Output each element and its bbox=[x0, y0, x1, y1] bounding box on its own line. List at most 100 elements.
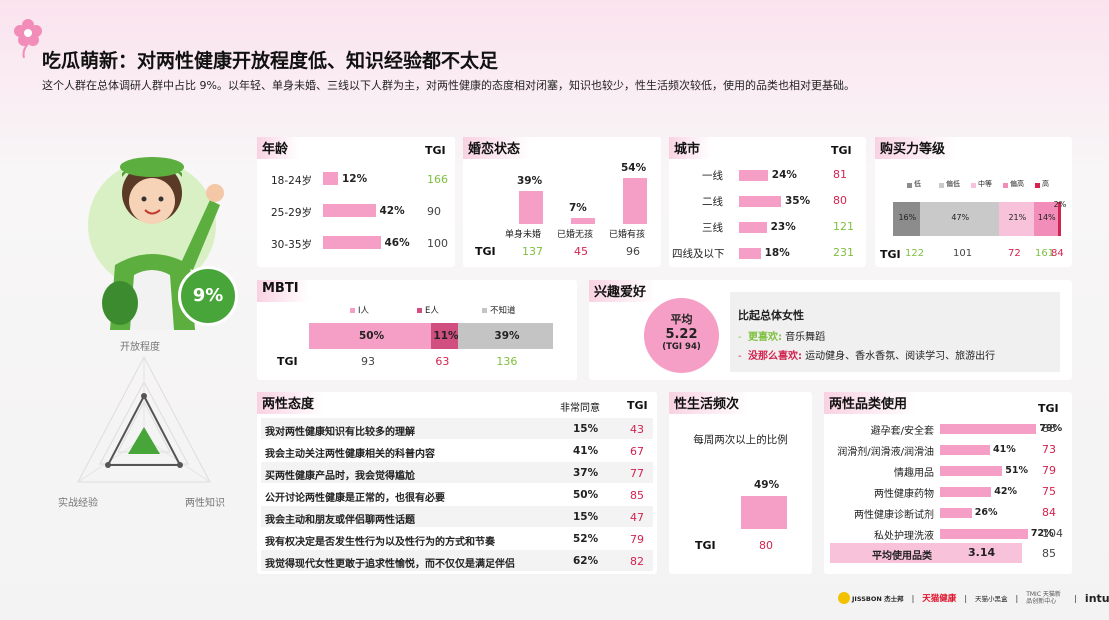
tmall-blackbox-logo: 天猫小黑盒 bbox=[975, 595, 1008, 603]
hobby-less-items: 运动健身、香水香氛、阅读学习、旅游出行 bbox=[805, 351, 996, 362]
attitude-row-text: 我对两性健康知识有比较多的理解 bbox=[265, 427, 415, 438]
city-row-value: 23% bbox=[770, 221, 796, 233]
purchase-tgi-header: TGI bbox=[880, 248, 901, 261]
city-row-value: 18% bbox=[764, 247, 790, 259]
category-row-value: 42% bbox=[994, 486, 1017, 497]
persona-share-badge: 9% bbox=[178, 266, 238, 326]
mbti-legend-swatch bbox=[482, 308, 487, 313]
mbti-legend-label: I人 bbox=[358, 306, 370, 316]
city-row-tgi: 231 bbox=[833, 246, 854, 259]
hobby-less-label: 没那么喜欢: bbox=[747, 351, 802, 362]
persona-share-value: 9% bbox=[192, 285, 224, 306]
age-bar bbox=[323, 172, 338, 185]
purchase-legend-swatch bbox=[1003, 183, 1008, 188]
mbti-legend-swatch bbox=[350, 308, 355, 313]
category-row-value: 72% bbox=[1030, 528, 1054, 539]
purchase-legend-swatch bbox=[1035, 183, 1040, 188]
intuivia-logo: intuivia bbox=[1084, 591, 1109, 605]
category-row-value: 79% bbox=[1039, 423, 1063, 434]
attitude-row-value: 62% bbox=[573, 555, 599, 567]
category-avg-label: 平均使用品类 bbox=[872, 551, 932, 562]
attitude-row bbox=[261, 418, 653, 439]
marital-col-value: 39% bbox=[517, 174, 543, 187]
age-row-value: 46% bbox=[384, 237, 410, 249]
purchase-title: 购买力等级 bbox=[875, 137, 956, 159]
purchase-legend-label: 高 bbox=[1042, 180, 1049, 188]
purchase-legend-swatch bbox=[907, 183, 912, 188]
marital-bar bbox=[571, 218, 595, 224]
frequency-tgi-header: TGI bbox=[695, 539, 716, 552]
mbti-segment-tgi: 136 bbox=[496, 355, 518, 368]
category-row-tgi: 88 bbox=[1042, 422, 1056, 435]
purchase-segment-tgi: 122 bbox=[905, 248, 925, 259]
category-row-tgi: 79 bbox=[1042, 464, 1056, 477]
category-row-label: 情趣用品 bbox=[894, 468, 934, 479]
attitude-row-text: 我觉得现代女性更敢于追求性愉悦，而不仅仅是满足伴侣 bbox=[265, 559, 515, 570]
hobby-card: 兴趣爱好 平均 5.22 (TGI 94) 比起总体女性 - 更喜欢: 音乐舞蹈… bbox=[589, 280, 1072, 380]
purchase-legend-swatch bbox=[971, 183, 976, 188]
city-row-label: 三线 bbox=[702, 222, 723, 234]
attitude-row bbox=[261, 484, 653, 505]
age-row-value: 42% bbox=[379, 205, 405, 217]
category-bar bbox=[940, 529, 1028, 539]
attitude-row-text: 我会主动关注两性健康相关的科普内容 bbox=[265, 449, 435, 460]
tmic-logo: TMIC 天猫新品创新中心 bbox=[1026, 591, 1061, 605]
hobby-more-row: - 更喜欢: 音乐舞蹈 bbox=[738, 332, 826, 343]
age-bar bbox=[323, 236, 381, 249]
city-row-tgi: 81 bbox=[833, 168, 847, 181]
category-row-tgi: 104 bbox=[1042, 527, 1063, 540]
attitude-row-value: 52% bbox=[573, 533, 599, 545]
hobby-less-row: - 没那么喜欢: 运动健身、香水香氛、阅读学习、旅游出行 bbox=[738, 351, 996, 362]
city-row-value: 35% bbox=[785, 195, 811, 207]
purchase-legend-label: 偏低 bbox=[946, 180, 960, 188]
page-subtitle: 这个人群在总体调研人群中占比 9%。以年轻、单身未婚、三线以下人群为主，对两性健… bbox=[42, 79, 855, 92]
attitude-card: 两性态度 非常同意 TGI 我对两性健康知识有比较多的理解 15% 43 我会主动关注… bbox=[257, 392, 657, 574]
purchase-segment bbox=[893, 202, 920, 236]
frequency-subtitle: 每周两次以上的比例 bbox=[693, 434, 788, 446]
attitude-row-text: 买两性健康产品时，我会觉得尴尬 bbox=[265, 471, 415, 482]
city-row-label: 一线 bbox=[702, 170, 723, 182]
attitude-row-text: 公开讨论两性健康是正常的，也很有必要 bbox=[265, 493, 445, 504]
age-row-tgi: 100 bbox=[427, 237, 448, 250]
category-row-label: 两性健康诊断试剂 bbox=[854, 510, 934, 521]
attitude-row-value: 15% bbox=[573, 511, 599, 523]
attitude-row bbox=[261, 462, 653, 483]
purchase-segment-value: 14% bbox=[1037, 213, 1056, 222]
city-bar bbox=[739, 248, 761, 259]
marital-col-tgi: 137 bbox=[522, 245, 543, 258]
radar-label-experience: 实战经验 bbox=[58, 498, 98, 509]
marital-col-label: 单身未婚 bbox=[505, 230, 542, 240]
category-row-value: 51% bbox=[1005, 465, 1028, 476]
age-row-label: 30-35岁 bbox=[271, 239, 313, 251]
age-row-tgi: 166 bbox=[427, 173, 448, 186]
purchase-segment-tgi: 84 bbox=[1051, 248, 1064, 259]
purchase-segment bbox=[1034, 202, 1058, 236]
mbti-segment-value: 50% bbox=[359, 330, 385, 342]
marital-title: 婚恋状态 bbox=[463, 137, 531, 159]
frequency-title: 性生活频次 bbox=[669, 392, 750, 414]
category-bar bbox=[940, 487, 992, 497]
marital-tgi-header: TGI bbox=[475, 245, 496, 258]
city-card: 城市 TGI 一线 24% 81 二线 35% 80 三线 23% 121 四线及以下 18% 231 bbox=[669, 137, 866, 267]
mbti-legend-label: 不知道 bbox=[490, 306, 516, 316]
purchase-segment bbox=[1057, 202, 1061, 236]
mbti-segment bbox=[457, 323, 553, 349]
attitude-row-value: 37% bbox=[573, 467, 599, 479]
attitude-row bbox=[261, 528, 653, 549]
attitude-row-value: 41% bbox=[573, 445, 599, 457]
purchase-segment-value: 21% bbox=[1008, 213, 1027, 222]
city-bar bbox=[739, 222, 767, 233]
city-row-tgi: 80 bbox=[833, 194, 847, 207]
attitude-row-tgi: 47 bbox=[630, 511, 644, 524]
mbti-card: MBTI I人 E人 不知道 50% 11% 39% TGI 93 63 136 bbox=[257, 280, 577, 380]
marital-card: 婚恋状态 TGI 39% 单身未婚 137 7% 已婚无孩 45 54% 已婚有孩 96 bbox=[463, 137, 661, 267]
hobby-average-circle: 平均 5.22 (TGI 94) bbox=[644, 298, 719, 373]
city-row-tgi: 121 bbox=[833, 220, 854, 233]
radar-label-knowledge: 两性知识 bbox=[185, 498, 225, 509]
hobby-avg-value: 5.22 bbox=[665, 327, 698, 342]
hobby-avg-tgi: (TGI 94) bbox=[662, 342, 701, 352]
category-row-label: 润滑剂/润滑液/润滑油 bbox=[837, 447, 934, 458]
category-bar bbox=[940, 424, 1037, 434]
jissbon-logo: JISSBON 杰士邦 bbox=[838, 592, 904, 604]
marital-col-tgi: 45 bbox=[574, 245, 588, 258]
